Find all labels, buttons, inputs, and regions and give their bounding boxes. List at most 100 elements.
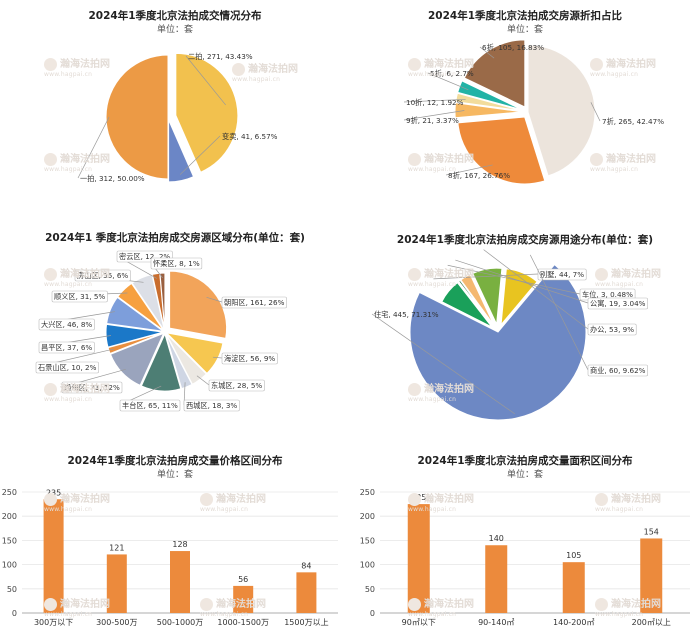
pie-slice xyxy=(458,279,494,326)
slice-label: 10折, 12, 1.92% xyxy=(406,98,464,107)
label-leader-line xyxy=(479,46,495,59)
y-tick-label: 50 xyxy=(7,585,17,594)
slice-label: 商业, 60, 9.62% xyxy=(590,366,646,375)
bar-value-label: 121 xyxy=(109,543,124,552)
pie-slice xyxy=(165,333,208,385)
chart-title: 2024年1季度北京法拍成交房源折扣占比 xyxy=(427,10,623,22)
bar-value-label: 225 xyxy=(411,493,426,502)
bar-value-label: 84 xyxy=(301,561,311,570)
chart-title: 2024年1季度北京法拍成交情况分布 xyxy=(88,10,262,22)
slice-label: 房山区, 35, 6% xyxy=(77,271,128,280)
slice-label-box xyxy=(208,379,265,392)
x-tick-label: 200㎡以上 xyxy=(632,618,671,627)
x-tick-label: 500-1000万 xyxy=(157,618,204,627)
chart-subtitle: 单位：套 xyxy=(506,25,543,35)
pie-chart-discount: 7折, 265, 42.47% 8折, 167, 26.76% 9折, 21, 3.… xyxy=(403,39,664,185)
slice-label-box xyxy=(537,268,587,281)
y-tick-label: 150 xyxy=(2,536,17,545)
x-tick-label: 1000-1500万 xyxy=(217,618,269,627)
pie-slice xyxy=(175,52,239,173)
bar xyxy=(407,504,430,613)
y-tick-label: 150 xyxy=(360,536,375,545)
bar-value-label: 140 xyxy=(489,534,504,543)
pie-slice xyxy=(159,272,166,331)
slice-label-box xyxy=(587,364,648,377)
bar-panel-price: 2024年1季度北京法拍房成交量价格区间分布 单位：套 0 50 100 150 200… xyxy=(0,445,350,640)
pie-slice xyxy=(472,267,503,326)
slice-label-box xyxy=(35,361,99,374)
bar xyxy=(485,545,508,613)
pie-slice xyxy=(168,119,195,183)
slice-label: 公寓, 19, 3.04% xyxy=(590,299,646,308)
slice-label: 8折, 167, 26.76% xyxy=(448,171,510,180)
label-leader-line xyxy=(529,254,589,371)
slice-label: 丰台区, 65, 11% xyxy=(122,401,178,410)
pie-slice xyxy=(409,263,587,421)
y-tick-label: 200 xyxy=(2,512,17,521)
y-tick-label: 100 xyxy=(360,561,375,570)
pie-slice xyxy=(457,80,523,111)
slice-label-box xyxy=(119,399,181,412)
pie-slice xyxy=(454,102,523,119)
slice-label-box xyxy=(183,399,240,412)
slice-label-box xyxy=(61,381,123,394)
slice-label: 6折, 105, 16.83% xyxy=(482,43,544,52)
slice-label: 一拍, 312, 50.00% xyxy=(80,174,145,183)
y-tick-label: 50 xyxy=(365,585,375,594)
label-leader-line xyxy=(447,264,581,295)
pie-slice xyxy=(140,332,182,392)
label-leader-line xyxy=(403,98,466,103)
label-leader-line xyxy=(212,356,223,359)
x-tick-label: 300-500万 xyxy=(96,618,137,627)
y-tick-label: 200 xyxy=(360,512,375,521)
slice-label: 大兴区, 46, 8% xyxy=(41,320,92,329)
label-leader-line xyxy=(371,313,516,415)
slice-label: 昌平区, 37, 6% xyxy=(41,343,92,352)
slice-label: 顺义区, 31, 5% xyxy=(54,292,105,301)
slice-label: 石景山区, 10, 2% xyxy=(38,363,97,372)
y-tick-label: 0 xyxy=(12,609,17,618)
bar-panel-area: 2024年1季度北京法拍房成交量面积区间分布 单位：套 0 50 100 150 200… xyxy=(350,445,700,640)
y-tick-label: 250 xyxy=(2,488,17,497)
pie-slice xyxy=(460,273,495,326)
slice-label: 怀柔区, 8, 1% xyxy=(153,259,200,268)
pie-slice xyxy=(165,333,193,390)
bar-value-label: 128 xyxy=(172,540,187,549)
pie-slice xyxy=(441,282,493,328)
pie-slice xyxy=(165,332,224,375)
slice-label: 7折, 265, 42.47% xyxy=(602,117,664,126)
label-leader-line xyxy=(590,102,601,122)
bar xyxy=(640,538,663,613)
label-leader-line xyxy=(455,259,589,304)
slice-label-box xyxy=(221,352,278,365)
y-tick-label: 250 xyxy=(360,488,375,497)
pie-panel-auction-round: 2024年1季度北京法拍成交情况分布 单位：套 二拍, 271, 43.43% 变… xyxy=(0,0,350,215)
bar xyxy=(170,551,190,613)
pie-slice xyxy=(457,116,546,185)
x-tick-label: 1500万以上 xyxy=(284,618,328,627)
bar xyxy=(233,585,254,613)
bar-chart-price: 0 50 100 150 200 250 235 300万以下 121 300-500万 128 50… xyxy=(2,488,338,627)
slice-label: 别墅, 44, 7% xyxy=(540,270,584,279)
pie-chart-usage: 住宅, 445, 71.31% 别墅, 44, 7% 车位, 3, 0.48%公寓,… xyxy=(371,249,648,421)
label-leader-line xyxy=(196,375,210,386)
chart-title: 2024年1季度北京法拍房成交房源用途分布(单位：套) xyxy=(396,234,654,246)
slice-label: 密云区, 12, 2% xyxy=(119,252,170,261)
chart-title: 2024年1 季度北京法拍房成交房源区域分布(单位：套) xyxy=(45,232,305,244)
slice-label: 5折, 6, 2.7% xyxy=(430,69,474,78)
pie-slice xyxy=(105,323,164,348)
pie-slice xyxy=(109,332,165,386)
slice-label: 9折, 21, 3.37% xyxy=(406,116,459,125)
bar-value-label: 105 xyxy=(566,551,581,560)
slice-label: 车位, 3, 0.48% xyxy=(582,290,633,299)
slice-label: 变卖, 41, 6.57% xyxy=(222,132,278,141)
label-leader-line xyxy=(403,110,465,121)
pie-slice xyxy=(131,273,165,331)
slice-label-box xyxy=(587,323,637,336)
pie-slice xyxy=(106,296,164,332)
chart-subtitle: 单位：套 xyxy=(156,25,193,35)
label-leader-line xyxy=(427,72,469,91)
slice-label: 住宅, 445, 71.31% xyxy=(374,310,439,319)
slice-label: 二拍, 271, 43.43% xyxy=(188,52,253,61)
pie-slice xyxy=(105,54,169,180)
